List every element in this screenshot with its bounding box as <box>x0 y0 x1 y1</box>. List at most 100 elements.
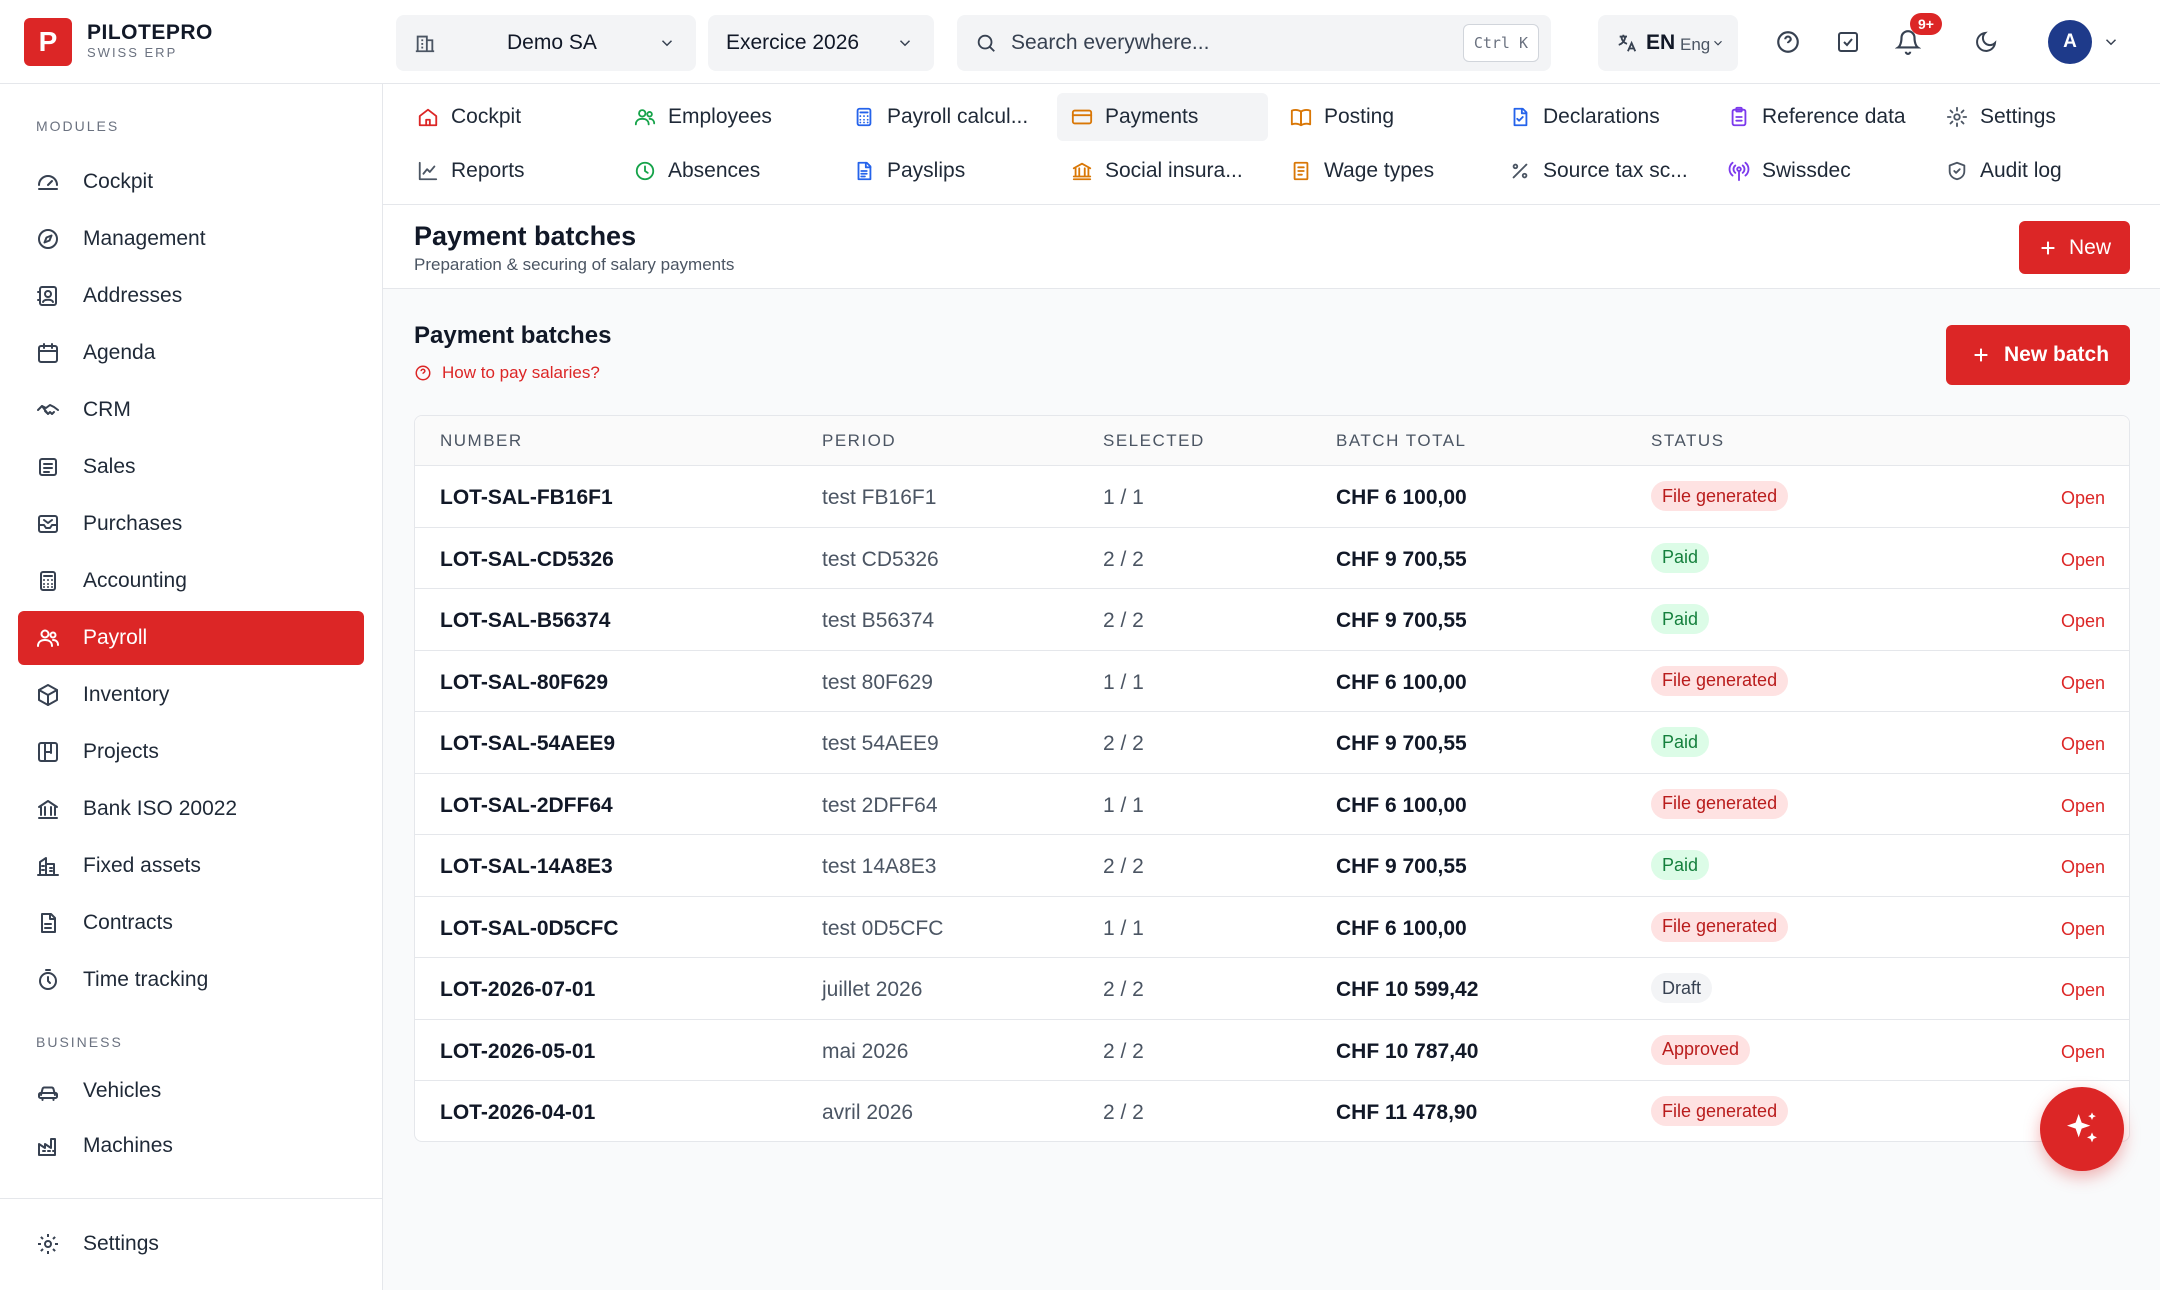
document-icon <box>36 911 60 935</box>
calendar-icon <box>36 341 60 365</box>
batch-selected: 2 / 2 <box>1103 855 1144 878</box>
sidebar-item-addresses[interactable]: Addresses <box>18 269 364 323</box>
open-link[interactable]: Open <box>2060 857 2105 877</box>
sidebar-item-projects[interactable]: Projects <box>18 725 364 779</box>
tab-social-insura[interactable]: Social insura... <box>1057 147 1268 195</box>
tab-reports[interactable]: Reports <box>403 147 614 195</box>
tab-employees[interactable]: Employees <box>620 93 831 141</box>
sidebar-item-crm[interactable]: CRM <box>18 383 364 437</box>
fiscal-year-select[interactable]: Exercice 2026 <box>708 15 934 71</box>
contact-icon <box>36 284 60 308</box>
section-title: Payment batches <box>414 322 612 349</box>
batch-selected: 2 / 2 <box>1103 732 1144 755</box>
open-link[interactable]: Open <box>2060 672 2105 693</box>
batch-number: LOT-SAL-80F629 <box>440 670 609 694</box>
sidebar-item-time-tracking[interactable]: Time tracking <box>18 953 364 1007</box>
batch-number: LOT-2026-05-01 <box>440 1039 596 1063</box>
table-row[interactable]: LOT-2026-05-01 mai 2026 2 / 2 CHF 10 787,40… <box>415 1020 2129 1081</box>
table-header: NUMBER PERIOD SELECTED BATCH TOTAL STATU… <box>415 416 2129 466</box>
book-icon <box>1290 106 1312 128</box>
open-link[interactable]: Open <box>2060 1041 2105 1062</box>
table-row[interactable]: LOT-SAL-FB16F1 test FB16F1 1 / 1 CHF 6 100,… <box>415 466 2129 528</box>
receipt-icon <box>36 455 60 479</box>
sidebar-item-cockpit[interactable]: Cockpit <box>18 155 364 209</box>
logo[interactable]: P <box>24 18 72 66</box>
sidebar-item-management[interactable]: Management <box>18 212 364 266</box>
search-input[interactable] <box>1011 25 1411 61</box>
open-link[interactable]: Open <box>2060 488 2105 508</box>
tab-label: Cockpit <box>451 105 522 128</box>
global-search[interactable]: Ctrl K <box>957 15 1551 71</box>
chevron-down-icon[interactable] <box>2102 33 2120 51</box>
column-header-selected: SELECTED <box>1103 431 1205 450</box>
help-link[interactable]: How to pay salaries? <box>414 361 600 385</box>
tab-wage-types[interactable]: Wage types <box>1276 147 1487 195</box>
new-button[interactable]: New <box>2019 221 2130 274</box>
sidebar-item-accounting[interactable]: Accounting <box>18 554 364 608</box>
tab-swissdec[interactable]: Swissdec <box>1714 147 1925 195</box>
table-row[interactable]: LOT-SAL-54AEE9 test 54AEE9 2 / 2 CHF 9 700,… <box>415 712 2129 774</box>
open-link[interactable]: Open <box>2060 611 2105 631</box>
tasks-button[interactable] <box>1830 24 1866 60</box>
table-row[interactable]: LOT-SAL-0D5CFC test 0D5CFC 1 / 1 CHF 6 100,… <box>415 897 2129 958</box>
sidebar-item-label: Sales <box>83 455 136 478</box>
users-icon <box>36 626 60 650</box>
tab-payslips[interactable]: Payslips <box>839 147 1050 195</box>
table-row[interactable]: LOT-2026-04-01 avril 2026 2 / 2 CHF 11 478,… <box>415 1081 2129 1141</box>
table-row[interactable]: LOT-2026-07-01 juillet 2026 2 / 2 CHF 10 59… <box>415 958 2129 1020</box>
chevron-down-icon <box>1711 36 1725 50</box>
sidebar-item-machines[interactable]: Machines <box>18 1119 364 1173</box>
sidebar-item-payroll[interactable]: Payroll <box>18 611 364 665</box>
sidebar-item-agenda[interactable]: Agenda <box>18 326 364 380</box>
tab-absences[interactable]: Absences <box>620 147 831 195</box>
batch-total: CHF 10 787,40 <box>1336 1039 1479 1063</box>
company-select[interactable]: Demo SA <box>396 15 696 71</box>
notifications-button[interactable] <box>1890 24 1926 60</box>
batch-period: mai 2026 <box>822 1039 909 1063</box>
tab-settings[interactable]: Settings <box>1932 93 2143 141</box>
tab-declarations[interactable]: Declarations <box>1495 93 1706 141</box>
tab-payroll-calcul[interactable]: Payroll calcul... <box>839 93 1050 141</box>
sidebar-item-label: Payroll <box>83 626 148 649</box>
sidebar-item-vehicles[interactable]: Vehicles <box>18 1064 364 1118</box>
tab-source-tax-sc[interactable]: Source tax sc... <box>1495 147 1706 195</box>
sidebar-item-settings[interactable]: Settings <box>18 1217 364 1271</box>
sidebar-divider <box>0 1198 383 1199</box>
table-row[interactable]: LOT-SAL-B56374 test B56374 2 / 2 CHF 9 700,… <box>415 589 2129 651</box>
open-link[interactable]: Open <box>2060 795 2105 816</box>
tab-payments[interactable]: Payments <box>1057 93 1268 141</box>
sidebar-item-purchases[interactable]: Purchases <box>18 497 364 551</box>
table-row[interactable]: LOT-SAL-2DFF64 test 2DFF64 1 / 1 CHF 6 100,… <box>415 774 2129 835</box>
ai-assistant-button[interactable] <box>2040 1087 2124 1171</box>
open-link[interactable]: Open <box>2060 549 2105 570</box>
sidebar-item-fixed-assets[interactable]: Fixed assets <box>18 839 364 893</box>
open-link[interactable]: Open <box>2060 980 2105 1000</box>
tab-cockpit[interactable]: Cockpit <box>403 93 614 141</box>
table-row[interactable]: LOT-SAL-80F629 test 80F629 1 / 1 CHF 6 100,… <box>415 651 2129 712</box>
theme-toggle[interactable] <box>1968 24 2004 60</box>
tab-reference-data[interactable]: Reference data <box>1714 93 1925 141</box>
batch-period: test 54AEE9 <box>822 732 939 755</box>
tab-audit-log[interactable]: Audit log <box>1932 147 2143 195</box>
sidebar-item-contracts[interactable]: Contracts <box>18 896 364 950</box>
sidebar-item-bank-iso-20022[interactable]: Bank ISO 20022 <box>18 782 364 836</box>
tab-posting[interactable]: Posting <box>1276 93 1487 141</box>
table-row[interactable]: LOT-SAL-CD5326 test CD5326 2 / 2 CHF 9 700,… <box>415 528 2129 589</box>
open-link[interactable]: Open <box>2060 734 2105 754</box>
avatar[interactable]: A <box>2048 20 2092 64</box>
sidebar-item-inventory[interactable]: Inventory <box>18 668 364 722</box>
language-select[interactable]: EN Eng <box>1598 15 1738 71</box>
sidebar-item-label: Agenda <box>83 341 156 364</box>
plus-icon <box>2037 237 2059 259</box>
business-section-label: BUSINESS <box>36 1034 123 1050</box>
table-row[interactable]: LOT-SAL-14A8E3 test 14A8E3 2 / 2 CHF 9 700,… <box>415 835 2129 897</box>
help-button[interactable] <box>1770 24 1806 60</box>
new-batch-button[interactable]: New batch <box>1946 325 2130 385</box>
sidebar-item-sales[interactable]: Sales <box>18 440 364 494</box>
building-icon <box>36 854 60 878</box>
check-square-icon <box>1836 30 1860 54</box>
sidebar-item-label: Projects <box>83 740 159 763</box>
batch-number: LOT-SAL-2DFF64 <box>440 793 613 817</box>
timer-icon <box>36 968 60 992</box>
open-link[interactable]: Open <box>2060 918 2105 939</box>
